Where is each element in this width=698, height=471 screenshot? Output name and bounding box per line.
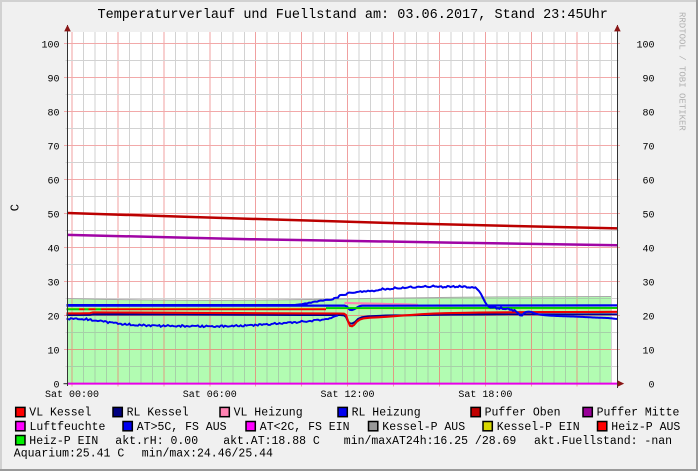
svg-text:70: 70 bbox=[47, 143, 59, 154]
svg-text:Luftfeuchte: Luftfeuchte bbox=[30, 421, 106, 434]
svg-text:40: 40 bbox=[47, 245, 59, 256]
svg-text:akt.Fuellstand: -nan: akt.Fuellstand: -nan bbox=[534, 435, 672, 448]
svg-text:VL Kessel: VL Kessel bbox=[29, 407, 91, 420]
svg-text:0: 0 bbox=[648, 381, 654, 392]
svg-text:VL Heizung: VL Heizung bbox=[234, 407, 303, 420]
svg-text:Temperaturverlauf und Fuellsta: Temperaturverlauf und Fuellstand am: 03.… bbox=[98, 8, 608, 23]
svg-text:Sat 06:00: Sat 06:00 bbox=[183, 390, 237, 401]
svg-text:Puffer Mitte: Puffer Mitte bbox=[597, 407, 680, 420]
svg-text:min/max:24.46/25.44: min/max:24.46/25.44 bbox=[142, 447, 273, 460]
svg-text:30: 30 bbox=[47, 279, 59, 290]
svg-text:AT>5C, FS AUS: AT>5C, FS AUS bbox=[137, 421, 227, 434]
svg-text:RRDTOOL / TOBI OETIKER: RRDTOOL / TOBI OETIKER bbox=[677, 12, 687, 131]
svg-text:Sat 12:00: Sat 12:00 bbox=[321, 390, 375, 401]
svg-text:10: 10 bbox=[47, 347, 59, 358]
svg-text:80: 80 bbox=[47, 109, 59, 120]
svg-text:90: 90 bbox=[642, 75, 654, 86]
svg-text:0: 0 bbox=[53, 381, 59, 392]
svg-text:60: 60 bbox=[642, 177, 654, 188]
svg-text:RL Kessel: RL Kessel bbox=[127, 407, 189, 420]
svg-text:50: 50 bbox=[47, 211, 59, 222]
svg-text:Sat 18:00: Sat 18:00 bbox=[458, 390, 512, 401]
svg-text:30: 30 bbox=[642, 279, 654, 290]
svg-text:min/maxAT24h:16.25 /28.69: min/maxAT24h:16.25 /28.69 bbox=[344, 435, 517, 448]
svg-text:Heiz-P EIN: Heiz-P EIN bbox=[29, 435, 98, 448]
svg-text:10: 10 bbox=[642, 347, 654, 358]
svg-text:80: 80 bbox=[642, 109, 654, 120]
svg-text:RL Heizung: RL Heizung bbox=[352, 407, 421, 420]
svg-text:40: 40 bbox=[642, 245, 654, 256]
svg-text:70: 70 bbox=[642, 143, 654, 154]
svg-text:90: 90 bbox=[47, 75, 59, 86]
svg-text:Kessel-P EIN: Kessel-P EIN bbox=[497, 421, 580, 434]
svg-text:AT<2C, FS EIN: AT<2C, FS EIN bbox=[260, 421, 350, 434]
svg-text:20: 20 bbox=[642, 313, 654, 324]
svg-text:50: 50 bbox=[642, 211, 654, 222]
svg-text:C: C bbox=[9, 204, 23, 211]
svg-text:akt.AT:18.88 C: akt.AT:18.88 C bbox=[223, 435, 320, 448]
svg-text:Aquarium:25.41 C: Aquarium:25.41 C bbox=[14, 447, 125, 460]
svg-text:60: 60 bbox=[47, 177, 59, 188]
svg-text:Kessel-P AUS: Kessel-P AUS bbox=[382, 421, 465, 434]
svg-text:Sat 00:00: Sat 00:00 bbox=[45, 390, 99, 401]
svg-text:akt.rH: 0.00: akt.rH: 0.00 bbox=[115, 435, 198, 448]
svg-text:Heiz-P AUS: Heiz-P AUS bbox=[611, 421, 680, 434]
svg-text:100: 100 bbox=[41, 41, 59, 52]
svg-text:Puffer Oben: Puffer Oben bbox=[485, 407, 561, 420]
svg-text:20: 20 bbox=[47, 313, 59, 324]
svg-text:100: 100 bbox=[636, 41, 654, 52]
